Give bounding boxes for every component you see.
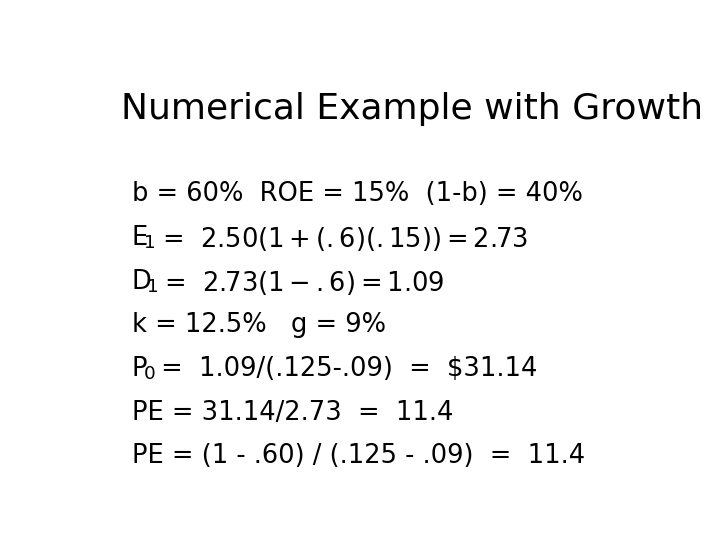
Text: E: E [132,225,148,251]
Text: PE = (1 - .60) / (.125 - .09)  =  11.4: PE = (1 - .60) / (.125 - .09) = 11.4 [132,443,585,469]
Text: P: P [132,356,148,382]
Text: 0: 0 [144,365,156,383]
Text: b = 60%  ROE = 15%  (1-b) = 40%: b = 60% ROE = 15% (1-b) = 40% [132,181,582,207]
Text: =  1.09/(.125-.09)  =  $31.14: = 1.09/(.125-.09) = $31.14 [153,356,537,382]
Text: PE = 31.14/2.73  =  11.4: PE = 31.14/2.73 = 11.4 [132,400,453,426]
Text: =  $2.73 (1-.6)  =  $1.09: = $2.73 (1-.6) = $1.09 [156,268,444,296]
Text: 1: 1 [145,234,156,252]
Text: D: D [132,268,152,294]
Text: 1: 1 [147,278,159,296]
Text: =  $2.50 (1 + (.6)(.15))  =  $2.73: = $2.50 (1 + (.6)(.15)) = $2.73 [153,225,528,253]
Text: Numerical Example with Growth: Numerical Example with Growth [121,92,703,126]
Text: k = 12.5%   g = 9%: k = 12.5% g = 9% [132,312,386,338]
